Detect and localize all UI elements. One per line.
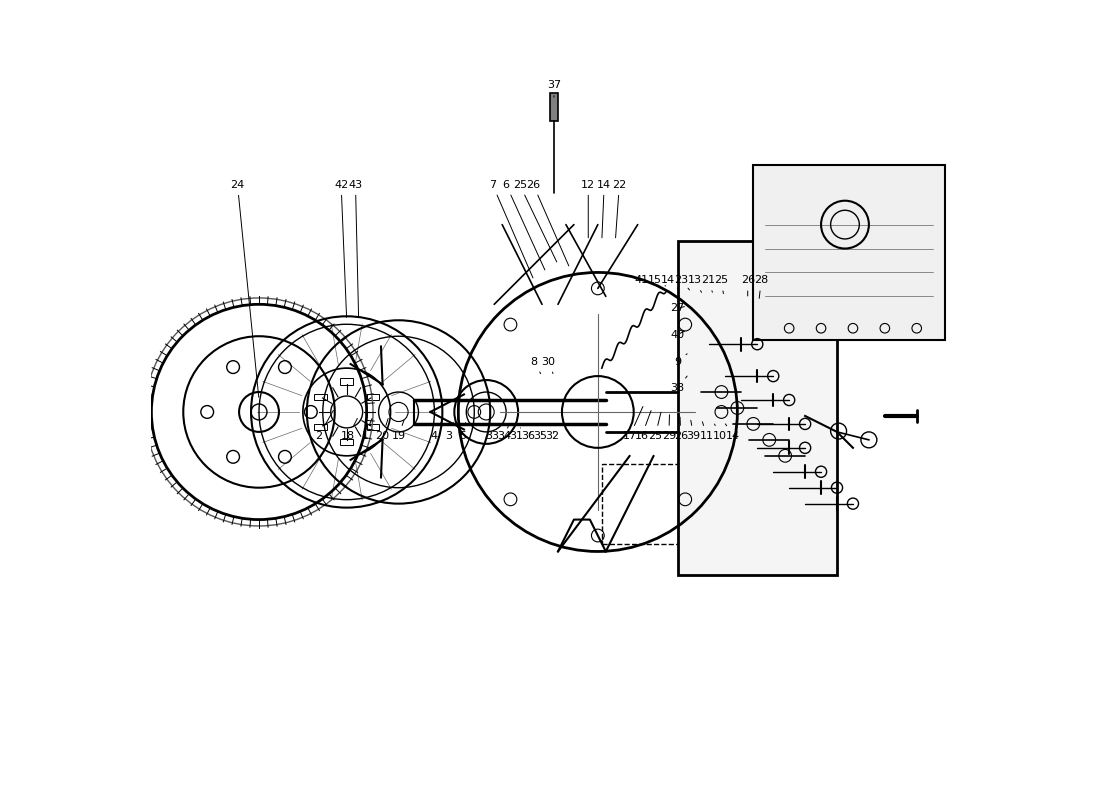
Text: 23: 23 [674, 275, 690, 290]
Text: 25: 25 [648, 412, 662, 441]
Text: 42: 42 [334, 180, 349, 318]
Text: 35: 35 [534, 431, 548, 441]
Text: 38: 38 [671, 376, 688, 393]
Text: 37: 37 [547, 80, 561, 97]
Text: 11: 11 [700, 422, 714, 441]
FancyBboxPatch shape [340, 378, 353, 385]
Text: 22: 22 [613, 180, 627, 238]
Text: 31: 31 [509, 428, 524, 441]
Text: 15: 15 [648, 275, 666, 286]
Text: 21: 21 [701, 275, 715, 292]
Text: 40: 40 [671, 330, 684, 340]
Text: 33: 33 [485, 424, 499, 441]
Text: 30: 30 [541, 357, 556, 374]
FancyBboxPatch shape [315, 394, 327, 400]
Text: 14: 14 [597, 180, 612, 238]
Text: 3: 3 [446, 422, 453, 441]
Text: 18: 18 [341, 418, 358, 441]
FancyBboxPatch shape [754, 165, 945, 340]
Text: 9: 9 [674, 354, 688, 366]
Text: 12: 12 [581, 180, 595, 238]
Text: 7: 7 [490, 180, 534, 278]
Bar [550, 93, 558, 121]
Text: 24: 24 [230, 180, 258, 398]
Text: 17: 17 [623, 406, 642, 441]
Text: 25: 25 [513, 180, 557, 262]
Text: 27: 27 [670, 303, 684, 314]
Text: 36: 36 [521, 431, 536, 441]
Text: 39: 39 [686, 420, 701, 441]
Text: 13: 13 [689, 275, 702, 292]
Text: 8: 8 [530, 357, 541, 374]
Text: 19: 19 [392, 420, 406, 441]
Text: 10: 10 [713, 424, 727, 441]
Text: 29: 29 [662, 414, 675, 441]
Text: 26: 26 [526, 180, 569, 266]
Text: 25: 25 [714, 275, 728, 294]
FancyBboxPatch shape [366, 424, 379, 430]
FancyBboxPatch shape [340, 439, 353, 446]
Text: 2: 2 [316, 410, 333, 441]
Text: 4: 4 [431, 422, 441, 441]
FancyBboxPatch shape [315, 424, 327, 430]
Text: 28: 28 [755, 275, 769, 298]
Text: 26: 26 [740, 275, 755, 296]
FancyBboxPatch shape [678, 241, 837, 575]
Text: 43: 43 [349, 180, 363, 318]
Text: 16: 16 [635, 410, 651, 441]
FancyBboxPatch shape [366, 394, 379, 400]
Text: 14: 14 [661, 275, 678, 288]
Text: 14: 14 [725, 424, 740, 441]
Text: 20: 20 [375, 418, 389, 441]
Text: 32: 32 [546, 431, 560, 441]
Text: 26: 26 [673, 417, 688, 441]
Text: 34: 34 [497, 426, 512, 441]
Text: 1: 1 [362, 418, 372, 441]
Text: 5: 5 [459, 422, 465, 441]
Text: 41: 41 [635, 275, 653, 286]
Text: 6: 6 [503, 180, 544, 270]
